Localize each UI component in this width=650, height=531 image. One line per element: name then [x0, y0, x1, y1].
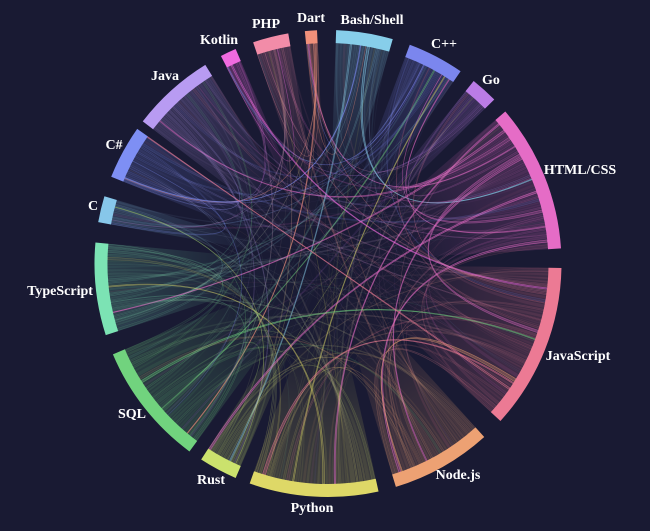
- svg-text:Java: Java: [151, 69, 179, 84]
- svg-text:SQL: SQL: [118, 407, 146, 422]
- svg-text:JavaScript: JavaScript: [546, 349, 611, 364]
- svg-text:Node.js: Node.js: [436, 468, 481, 483]
- svg-text:Kotlin: Kotlin: [200, 33, 238, 48]
- svg-text:PHP: PHP: [252, 17, 280, 32]
- svg-text:C#: C#: [105, 138, 122, 153]
- svg-text:Go: Go: [482, 73, 500, 88]
- svg-text:C: C: [88, 199, 98, 214]
- svg-text:Bash/Shell: Bash/Shell: [340, 13, 403, 28]
- svg-text:C++: C++: [431, 37, 457, 52]
- svg-text:Rust: Rust: [197, 473, 225, 488]
- svg-text:HTML/CSS: HTML/CSS: [544, 163, 617, 178]
- svg-text:Dart: Dart: [297, 11, 325, 26]
- svg-text:Python: Python: [291, 501, 334, 516]
- svg-text:TypeScript: TypeScript: [27, 284, 93, 299]
